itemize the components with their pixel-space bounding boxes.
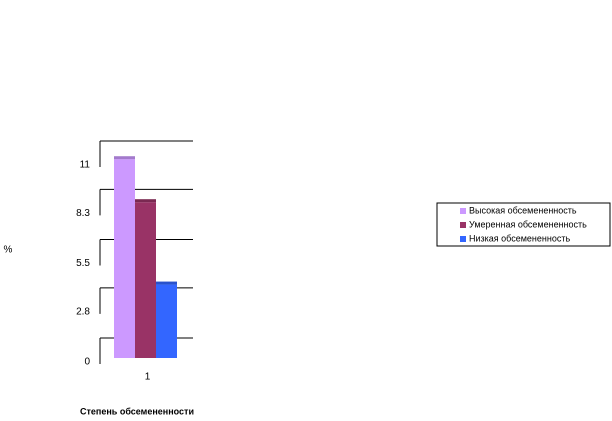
bar-top [114, 156, 135, 160]
bar [114, 159, 135, 358]
y-tick-label: 11 [80, 160, 91, 171]
y-tick-label: 8.3 [76, 208, 90, 219]
bar [135, 202, 156, 358]
bar [156, 284, 177, 358]
legend-swatch [460, 208, 466, 214]
x-tick-label: 1 [145, 372, 151, 383]
y-tick-label: 2.8 [76, 306, 90, 317]
legend-text: Высокая обсемененность [469, 205, 577, 215]
x-axis-title: Степень обсемененности [80, 406, 194, 416]
y-tick-label: 5.5 [76, 258, 90, 269]
bar-top [156, 281, 177, 285]
y-tick-label: 0 [84, 357, 90, 368]
bar-top [135, 199, 156, 203]
legend-swatch [460, 222, 466, 228]
y-axis-title: % [4, 245, 13, 256]
legend-text: Умеренная обсемененность [469, 219, 587, 229]
legend-swatch [460, 236, 466, 242]
legend-text: Низкая обсемененность [469, 233, 570, 243]
